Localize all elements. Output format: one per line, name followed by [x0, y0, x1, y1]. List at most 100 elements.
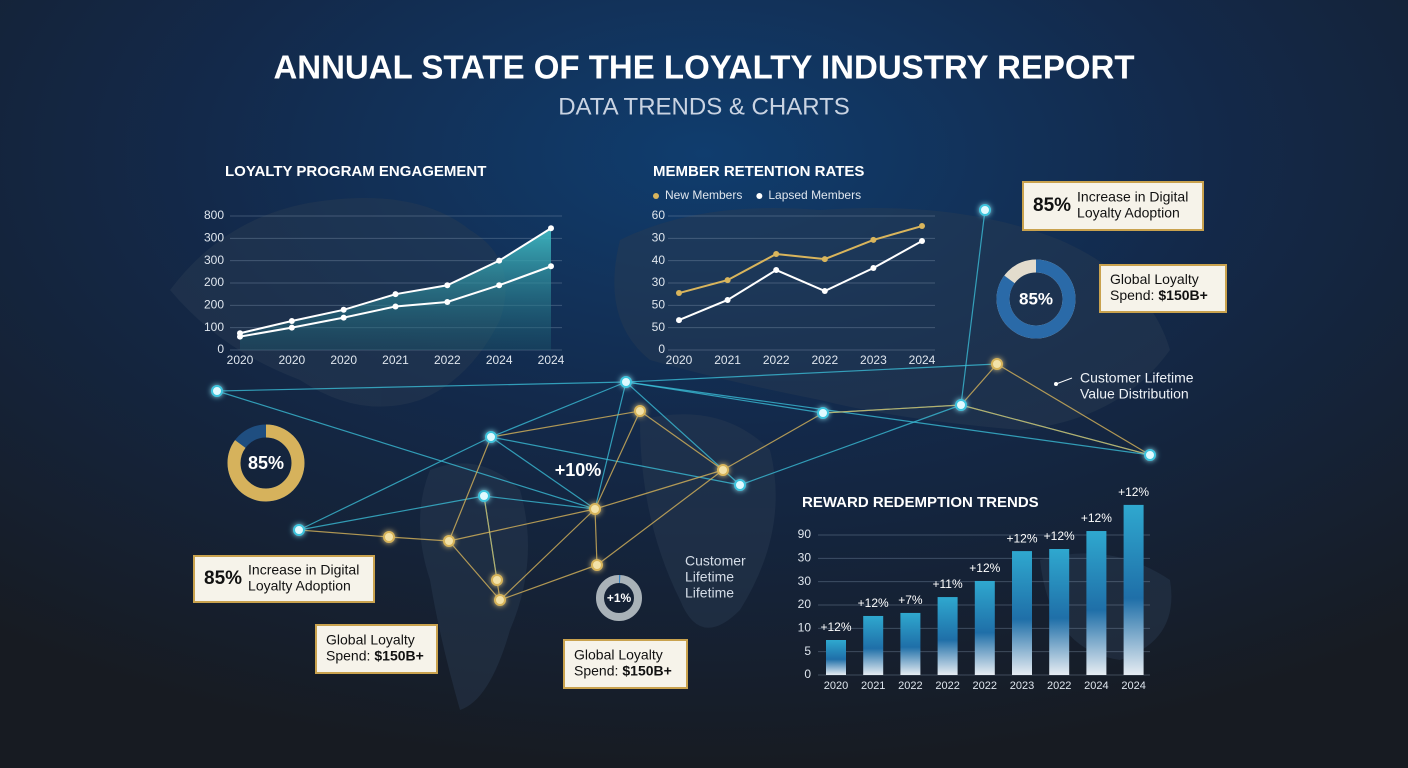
network-link	[216, 381, 627, 392]
legend-marker	[756, 193, 763, 199]
x-tick-label: 2020	[278, 353, 305, 367]
network-link	[499, 508, 596, 601]
data-point	[237, 333, 243, 340]
series-area	[240, 228, 551, 350]
x-tick-label: 2024	[486, 353, 513, 367]
network-node	[485, 431, 497, 443]
network-link	[448, 436, 492, 542]
x-tick-label: 2020	[824, 680, 848, 692]
network	[211, 204, 1156, 606]
y-tick-label: 60	[652, 208, 666, 222]
y-tick-label: 5	[804, 644, 811, 658]
y-tick-label: 90	[798, 527, 812, 541]
data-point	[496, 257, 503, 264]
donut-arc	[596, 575, 642, 621]
bar	[1123, 504, 1144, 675]
x-tick-label: 2022	[763, 353, 790, 367]
x-tick-label: 2020	[666, 353, 693, 367]
network-node	[491, 574, 503, 586]
data-point	[444, 282, 451, 289]
data-point	[340, 314, 347, 321]
data-point	[548, 225, 554, 232]
network-link	[594, 469, 724, 510]
label-text: Lifetime	[685, 569, 734, 585]
bar	[974, 580, 995, 675]
x-tick-label: 2024	[1084, 680, 1108, 692]
donut-label: 85%	[1019, 289, 1053, 308]
page-title: ANNUAL STATE OF THE LOYALTY INDUSTRY REP…	[273, 49, 1134, 86]
x-tick-label: 2022	[973, 680, 997, 692]
network-link	[639, 410, 724, 471]
network-link	[594, 508, 598, 566]
bar-annotation: +12%	[1081, 511, 1112, 525]
callout-value: 85%	[204, 568, 242, 589]
chart-title: LOYALTY PROGRAM ENGAGEMENT	[225, 163, 486, 180]
series-line	[678, 225, 923, 295]
data-point	[821, 288, 828, 295]
network-node	[734, 479, 746, 491]
bar-annotation: +12%	[1118, 485, 1149, 499]
y-tick-label: 0	[658, 342, 665, 356]
network-link	[448, 508, 596, 542]
bar-annotation: +12%	[820, 620, 851, 634]
data-point	[724, 296, 731, 303]
data-point	[340, 306, 347, 313]
bar	[1012, 551, 1032, 675]
legend-marker	[653, 193, 659, 199]
callout-text: Spend:	[1110, 287, 1154, 303]
callout-value: 85%	[1033, 195, 1071, 216]
legend-label: New Members	[665, 188, 742, 202]
y-tick-label: 30	[652, 275, 666, 289]
series-line	[678, 240, 923, 321]
network-node	[478, 490, 490, 502]
data-point	[773, 250, 780, 257]
y-tick-label: 0	[217, 342, 224, 356]
y-tick-label: 50	[652, 298, 666, 312]
callout-text: Increase in Digital	[1077, 189, 1188, 205]
network-node	[589, 503, 601, 515]
network-link	[722, 412, 824, 471]
callout-text: Increase in Digital	[248, 562, 359, 578]
donut-label: +1%	[607, 591, 632, 605]
bar	[1049, 549, 1070, 675]
network-node	[443, 535, 455, 547]
x-tick-label: 2020	[227, 353, 254, 367]
x-tick-label: 2022	[1047, 680, 1071, 692]
network-link	[625, 381, 1151, 456]
bar-annotation: +12%	[858, 596, 889, 610]
change-label: +10%	[555, 460, 602, 480]
callout-box	[193, 555, 375, 603]
x-tick-label: 2023	[1010, 680, 1034, 692]
y-tick-label: 30	[798, 574, 812, 588]
callout-text: Spend:	[574, 663, 618, 679]
network-node	[620, 376, 632, 388]
network-node	[293, 524, 305, 536]
x-tick-label: 2021	[714, 353, 741, 367]
data-point	[821, 256, 828, 263]
data-point	[288, 317, 295, 324]
network-link	[298, 529, 390, 538]
callout-emphasis: $150B+	[622, 663, 671, 679]
legend-label: Lapsed Members	[768, 188, 861, 202]
callout-text: Global Loyalty	[1110, 271, 1199, 287]
data-point	[496, 282, 503, 289]
callout-text: Global Loyalty	[326, 632, 415, 648]
network-link	[596, 469, 724, 566]
callout-text: Loyalty Adoption	[248, 578, 351, 594]
data-point	[919, 238, 925, 245]
y-tick-label: 300	[204, 253, 224, 267]
data-point	[548, 263, 554, 270]
network-link	[960, 363, 998, 406]
x-tick-label: 2021	[382, 353, 409, 367]
y-tick-label: 30	[652, 231, 666, 245]
network-link	[388, 536, 450, 542]
bar	[937, 597, 958, 675]
network-node	[591, 559, 603, 571]
callout-box	[1022, 181, 1204, 231]
callout-text: Loyalty Adoption	[1077, 205, 1180, 221]
callout-emphasis: $150B+	[1158, 287, 1207, 303]
network-node	[634, 405, 646, 417]
data-point	[773, 267, 780, 274]
x-tick-label: 2024	[538, 353, 565, 367]
